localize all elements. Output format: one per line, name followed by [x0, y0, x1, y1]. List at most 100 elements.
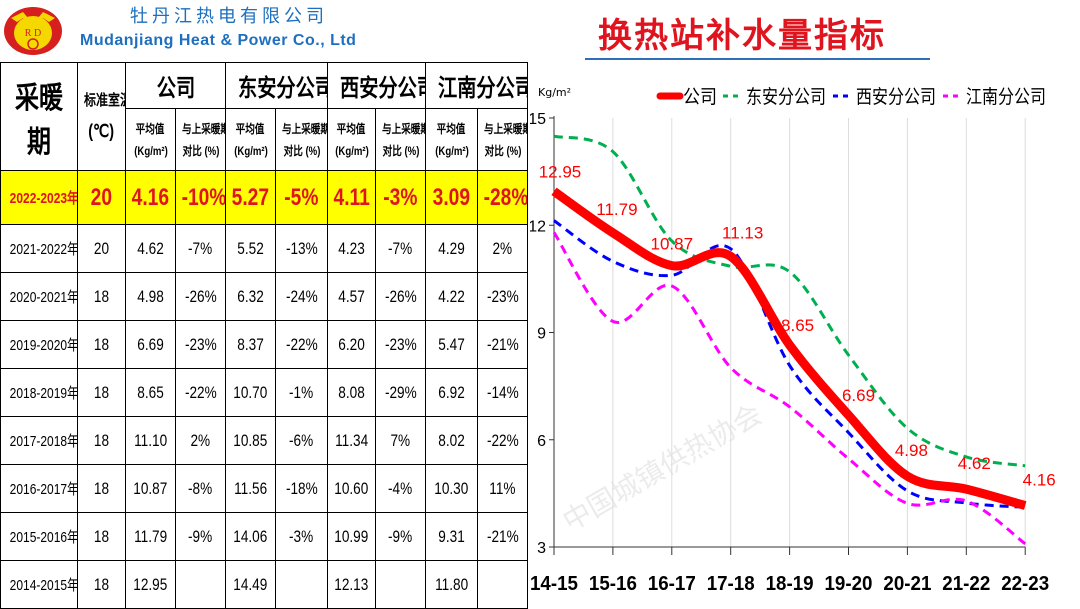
- table-cell-value: 11%: [489, 478, 516, 498]
- subheader-avg: 平均值 (Kg/m²): [125, 108, 176, 171]
- table-cell: 10.60: [327, 464, 376, 513]
- table-cell-value: 9.31: [438, 526, 465, 546]
- series-line-2: [553, 219, 1026, 509]
- data-label: 12.95: [539, 162, 582, 181]
- table-cell-value: 11.79: [133, 526, 168, 546]
- table-cell-value: 5.27: [231, 183, 270, 211]
- table-cell: [275, 560, 328, 609]
- table-cell-value: 18: [93, 382, 110, 402]
- table-cell: -23%: [477, 272, 528, 321]
- table-cell: 5.27: [225, 170, 276, 225]
- header-group-jiangnan: 江南分公司: [425, 62, 528, 109]
- table-cell-value: 20: [93, 238, 110, 258]
- x-tick-label: 15-16: [589, 573, 637, 595]
- table-cell-value: 4.22: [438, 286, 465, 306]
- y-tick-label: 6: [537, 433, 546, 450]
- table-cell: 12.13: [327, 560, 376, 609]
- table-cell: -26%: [175, 272, 226, 321]
- table-cell-value: 2%: [190, 430, 211, 450]
- table-cell-value: 2022-2023年: [9, 190, 78, 207]
- subheader-avg: 平均值 (Kg/m²): [225, 108, 276, 171]
- table-cell-value: 8.02: [438, 430, 465, 450]
- table-cell-value: -14%: [486, 382, 519, 402]
- table-cell: 18: [77, 464, 126, 513]
- line-chart: 中国城镇供热协会 3 6 9 12 15 14-15 15-16 16-17 17-18 18-19…: [530, 86, 1056, 595]
- table-cell: 20: [77, 170, 126, 225]
- table-row: 2021-2022年 20 4.62 -7% 5.52 -13% 4.23 -7% 4.29 2%: [0, 224, 528, 273]
- data-label: 11.13: [722, 223, 763, 242]
- table-cell: -13%: [275, 224, 328, 273]
- y-tick-label: 9: [537, 326, 546, 343]
- table-cell: -26%: [375, 272, 426, 321]
- table-cell-value: -24%: [285, 286, 318, 306]
- table-cell-value: -9%: [388, 526, 413, 546]
- table-cell-value: 4.98: [137, 286, 164, 306]
- table-cell-value: 10.85: [233, 430, 268, 450]
- table-cell-value: 8.08: [338, 382, 365, 402]
- table-cell: 5.47: [425, 320, 478, 369]
- table-cell-value: 12.13: [334, 574, 369, 594]
- table-cell-value: -21%: [486, 526, 519, 546]
- table-cell-value: -1%: [289, 382, 314, 402]
- table-cell-value: -8%: [188, 478, 213, 498]
- subheader-avg-label: 平均值: [437, 121, 466, 136]
- table-row: 2017-2018年 18 11.10 2% 10.85 -6% 11.34 7% 8.02 -2…: [0, 416, 528, 465]
- table-cell-value: 2020-2021年: [9, 289, 78, 306]
- table-cell-value: 18: [93, 574, 110, 594]
- header-group-company: 公司: [125, 62, 226, 109]
- subheader-compare: 与上采暖期 对比 (%): [477, 108, 528, 171]
- x-tick-label: 17-18: [707, 573, 755, 595]
- svg-text:R D: R D: [25, 28, 41, 39]
- header-temp: 标准室温 (℃): [77, 62, 126, 171]
- table-cell-value: -28%: [483, 183, 528, 211]
- table-cell: 18: [77, 320, 126, 369]
- table-cell-value: 6.20: [338, 334, 365, 354]
- y-tick-label: 12: [530, 218, 546, 235]
- table-cell-value: -9%: [188, 526, 213, 546]
- y-tick-label: 3: [537, 540, 546, 557]
- table-cell: 6.32: [225, 272, 276, 321]
- table-cell-value: -26%: [384, 286, 417, 306]
- table-cell-value: 6.92: [438, 382, 465, 402]
- subheader-compare: 与上采暖期 对比 (%): [275, 108, 328, 171]
- header-group-label: 西安分公司: [340, 75, 425, 102]
- table-cell: 10.70: [225, 368, 276, 417]
- table-cell: 6.69: [125, 320, 176, 369]
- table-cell: 12.95: [125, 560, 176, 609]
- table-cell-value: 18: [93, 430, 110, 450]
- table-cell: 10.99: [327, 512, 376, 561]
- table-cell: 11.34: [327, 416, 376, 465]
- table-cell: 2016-2017年: [0, 464, 78, 513]
- table-cell: 11%: [477, 464, 528, 513]
- table-cell-value: -22%: [184, 382, 217, 402]
- table-cell: -8%: [175, 464, 226, 513]
- table-cell: 2%: [477, 224, 528, 273]
- subheader-avg: 平均值 (Kg/m²): [327, 108, 376, 171]
- subheader-compare: 与上采暖期 对比 (%): [375, 108, 426, 171]
- subheader-avg-label: 平均值: [236, 121, 265, 136]
- table-cell-value: -6%: [289, 430, 314, 450]
- table-cell: -9%: [175, 512, 226, 561]
- subheader-compare-label: 与上采暖期: [282, 121, 328, 136]
- table-cell-value: 4.11: [333, 183, 370, 211]
- table-cell: -22%: [175, 368, 226, 417]
- table-cell: 11.80: [425, 560, 478, 609]
- x-tick-label: 18-19: [766, 573, 814, 595]
- x-tick-label: 21-22: [942, 573, 990, 595]
- table-cell-value: 2021-2022年: [9, 241, 78, 258]
- page-title: 换热站补水量指标: [598, 16, 886, 56]
- header-temp-unit: (℃): [88, 120, 115, 141]
- table-cell: -28%: [477, 170, 528, 225]
- table-cell: -4%: [375, 464, 426, 513]
- header-temp-label: 标准室温: [84, 91, 124, 109]
- table-cell-value: -10%: [181, 183, 226, 211]
- table-row: 2020-2021年 18 4.98 -26% 6.32 -24% 4.57 -26% 4.22…: [0, 272, 528, 321]
- table-cell-value: 4.16: [131, 183, 170, 211]
- subheader-compare-label: 与上采暖期: [182, 121, 226, 136]
- table-cell-value: 2018-2019年: [9, 385, 78, 402]
- table-cell-value: -7%: [388, 238, 413, 258]
- table-cell-value: 3.09: [432, 183, 471, 211]
- table-cell: 4.62: [125, 224, 176, 273]
- table-cell: 2018-2019年: [0, 368, 78, 417]
- table-row: 2018-2019年 18 8.65 -22% 10.70 -1% 8.08 -29% 6.92…: [0, 368, 528, 417]
